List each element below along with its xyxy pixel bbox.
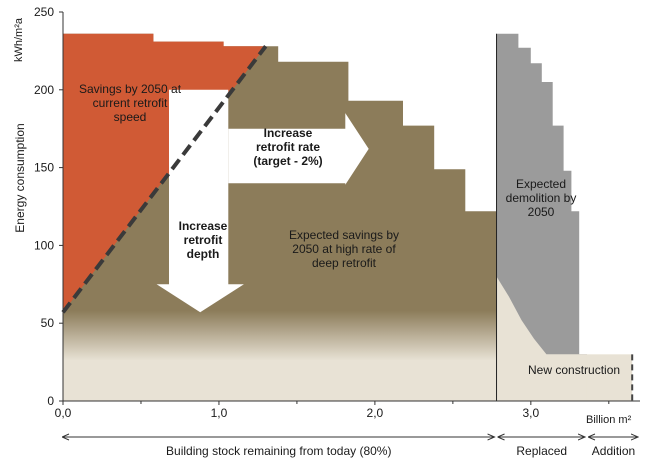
y-axis-title: Energy consumption <box>13 123 27 232</box>
demolition-remaining-area <box>496 276 587 401</box>
y-axis-ticks: 0 50 100 150 200 250 <box>34 5 63 408</box>
retrofit-depth-arrow <box>156 89 244 313</box>
x-tick-label: 3,0 <box>522 406 539 420</box>
annotation-deep-savings: Expected savings by 2050 at high rate of d… <box>289 228 399 270</box>
new-construction-area <box>586 354 633 401</box>
segment-ranges: Building stock remaining from today (80%… <box>63 437 638 458</box>
demolition-area <box>496 33 587 402</box>
y-tick-label: 50 <box>41 316 55 330</box>
x-axis-ticks: 0,0 1,0 2,0 3,0 <box>55 401 610 420</box>
y-tick-label: 100 <box>34 238 54 252</box>
segment-range-label: Addition <box>592 444 635 458</box>
y-unit-label: kWh/m²a <box>13 17 25 62</box>
x-axis-unit: Billion m² <box>586 414 632 426</box>
x-tick-label: 1,0 <box>211 406 228 420</box>
x-tick-label: 0,0 <box>55 406 72 420</box>
annotation-retrofit-depth: Increase retrofit depth <box>179 219 228 261</box>
y-tick-label: 200 <box>34 83 54 97</box>
annotation-current-speed: Savings by 2050 at current retrofit speed <box>79 82 182 124</box>
y-tick-label: 250 <box>34 5 54 19</box>
x-tick-label: 2,0 <box>367 406 384 420</box>
y-tick-label: 0 <box>47 394 54 408</box>
annotation-new-construction: New construction <box>528 363 620 377</box>
current-retrofit-dashed-line <box>61 45 268 314</box>
savings-fade-band <box>63 310 497 361</box>
retrofit-rate-arrow <box>228 113 369 185</box>
segment-range-label: Replaced <box>516 444 567 458</box>
annotation-demolition: Expected demolition by 2050 <box>506 177 577 219</box>
segment-range-label: Building stock remaining from today (80%… <box>166 444 391 458</box>
annotation-retrofit-rate: Increase retrofit rate (target - 2%) <box>253 126 322 168</box>
y-tick-label: 150 <box>34 161 54 175</box>
